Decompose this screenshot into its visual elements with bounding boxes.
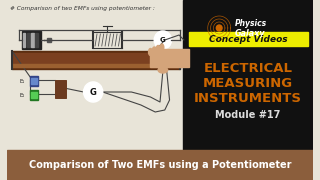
Text: MEASURING: MEASURING (203, 76, 293, 89)
Bar (189, 32, 308, 46)
Bar (12, 51, 180, 69)
Ellipse shape (162, 52, 167, 58)
Bar (55, 80, 67, 98)
Bar (21, 31, 41, 49)
Text: Galaxy: Galaxy (235, 28, 265, 37)
Bar (31, 78, 37, 84)
Bar (31, 92, 37, 98)
Text: E₂: E₂ (19, 93, 24, 98)
Ellipse shape (148, 48, 152, 55)
Ellipse shape (153, 52, 158, 58)
Bar (30, 90, 38, 100)
Text: INSTRUMENTS: INSTRUMENTS (194, 91, 302, 105)
Bar (183, 0, 313, 180)
Bar (150, 49, 189, 67)
Bar (22, 33, 25, 47)
Ellipse shape (158, 52, 162, 58)
Bar (36, 33, 38, 47)
Ellipse shape (158, 67, 168, 73)
Bar (7, 0, 183, 180)
Bar (12, 53, 180, 67)
Text: G: G (160, 37, 166, 43)
Text: Module #17: Module #17 (215, 110, 281, 120)
Bar (31, 33, 34, 47)
Ellipse shape (156, 46, 160, 53)
Text: E₁: E₁ (19, 78, 24, 84)
Bar (30, 76, 38, 86)
Text: Comparison of Two EMFs using a Potentiometer: Comparison of Two EMFs using a Potentiom… (29, 160, 291, 170)
Bar (47, 38, 51, 42)
Text: ELECTRICAL: ELECTRICAL (203, 62, 292, 75)
Text: G: G (90, 87, 97, 96)
Circle shape (154, 31, 172, 49)
Bar (27, 33, 30, 47)
Text: # Comparison of two EMFs using potentiometer :: # Comparison of two EMFs using potentiom… (10, 6, 155, 10)
Text: Physics: Physics (235, 19, 267, 28)
Ellipse shape (152, 47, 156, 54)
Ellipse shape (160, 44, 164, 51)
Circle shape (216, 25, 222, 31)
Bar (7, 150, 313, 180)
Bar (12, 64, 180, 67)
Circle shape (84, 82, 103, 102)
Text: Concept Videos: Concept Videos (209, 35, 287, 44)
